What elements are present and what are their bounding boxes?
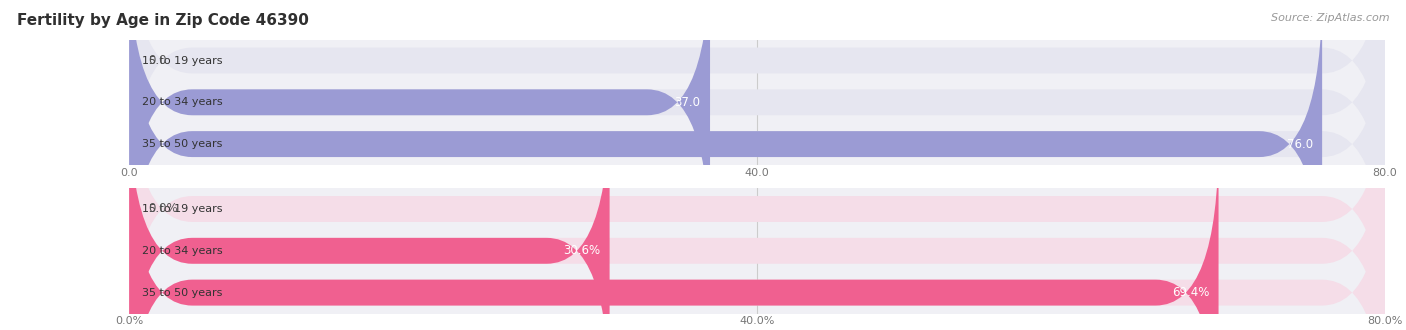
- Text: 35 to 50 years: 35 to 50 years: [142, 288, 222, 298]
- FancyBboxPatch shape: [129, 138, 1385, 330]
- Text: 69.4%: 69.4%: [1171, 286, 1209, 299]
- Text: Source: ZipAtlas.com: Source: ZipAtlas.com: [1271, 13, 1389, 23]
- Text: 15 to 19 years: 15 to 19 years: [142, 55, 222, 65]
- FancyBboxPatch shape: [129, 97, 1385, 330]
- Text: 0.0%: 0.0%: [148, 203, 177, 215]
- FancyBboxPatch shape: [129, 55, 1385, 330]
- Text: 30.6%: 30.6%: [562, 244, 600, 257]
- Text: 20 to 34 years: 20 to 34 years: [142, 97, 222, 107]
- Text: 37.0: 37.0: [675, 96, 700, 109]
- FancyBboxPatch shape: [129, 0, 1385, 256]
- Text: 20 to 34 years: 20 to 34 years: [142, 246, 222, 256]
- FancyBboxPatch shape: [129, 97, 610, 330]
- Text: 76.0: 76.0: [1286, 138, 1313, 150]
- FancyBboxPatch shape: [129, 0, 1385, 298]
- Text: Fertility by Age in Zip Code 46390: Fertility by Age in Zip Code 46390: [17, 13, 309, 28]
- FancyBboxPatch shape: [129, 0, 1385, 215]
- FancyBboxPatch shape: [129, 138, 1219, 330]
- Text: 15 to 19 years: 15 to 19 years: [142, 204, 222, 214]
- FancyBboxPatch shape: [129, 0, 710, 256]
- Text: 35 to 50 years: 35 to 50 years: [142, 139, 222, 149]
- Text: 0.0: 0.0: [148, 54, 167, 67]
- FancyBboxPatch shape: [129, 0, 1322, 298]
